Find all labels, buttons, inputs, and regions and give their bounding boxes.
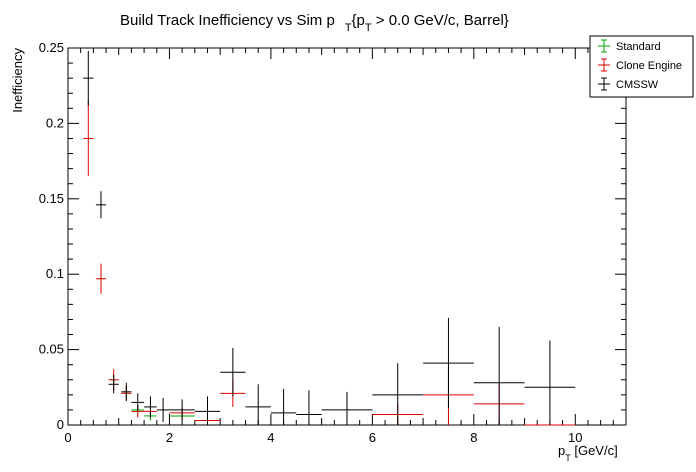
data-point <box>83 100 94 177</box>
x-tick-label: 8 <box>470 430 477 445</box>
chart-title-rest-open: {p <box>352 12 365 29</box>
data-point <box>372 363 424 425</box>
y-tick-label: 0.15 <box>39 191 64 206</box>
legend-entry: Clone Engine <box>598 58 682 72</box>
chart-title-rest-sub: T <box>365 22 372 34</box>
x-tick-label: 4 <box>267 430 274 445</box>
legend-label: CMSSW <box>616 79 659 91</box>
y-tick-label: 0.05 <box>39 342 64 357</box>
data-point <box>524 340 576 425</box>
y-tick-label: 0 <box>57 417 64 432</box>
data-point <box>95 263 107 294</box>
chart-title-main: Build Track Inefficiency vs Sim p <box>120 12 335 29</box>
data-point <box>95 191 107 219</box>
data-point <box>169 399 195 421</box>
legend-label: Standard <box>616 41 661 53</box>
data-point <box>245 384 271 425</box>
data-point <box>156 397 170 422</box>
legend-entry: CMSSW <box>598 77 659 91</box>
x-axis-label: pT [GeV/c] <box>558 443 618 463</box>
legend-entry: Standard <box>598 39 661 53</box>
x-axis-label-sub: T <box>565 453 571 463</box>
chart-title-sub: T <box>345 22 352 34</box>
legend-label: Clone Engine <box>616 60 682 72</box>
y-tick-label: 0.25 <box>39 40 64 55</box>
axis-ticks: 0 2 4 6 8 10 0 0.05 0.1 0.15 0.2 0.25 <box>39 40 627 445</box>
data-marks <box>83 51 576 426</box>
chart-title: Build Track Inefficiency vs Sim p T{pT > … <box>120 12 509 34</box>
series-standard <box>98 269 195 421</box>
data-point <box>473 326 525 425</box>
data-point <box>144 396 157 418</box>
data-point <box>83 51 94 106</box>
data-point <box>321 391 373 425</box>
data-point <box>296 390 322 425</box>
chart-title-rest-close: > 0.0 GeV/c, Barrel} <box>372 12 509 29</box>
data-point <box>121 382 132 401</box>
series-clone-engine <box>83 100 576 426</box>
x-tick-label: 6 <box>369 430 376 445</box>
legend-entries: Standard Clone Engine CMSSW <box>598 39 682 91</box>
data-point <box>270 388 297 425</box>
x-axis-label-main: p <box>558 443 565 458</box>
y-axis-label: Inefficiency <box>10 48 25 113</box>
x-tick-label: 10 <box>568 430 582 445</box>
data-point <box>131 393 145 412</box>
series-cmssw <box>83 51 576 425</box>
y-tick-label: 0.2 <box>46 115 64 130</box>
plot-frame <box>67 47 627 426</box>
x-tick-label: 2 <box>166 430 173 445</box>
legend: Standard Clone Engine CMSSW <box>589 35 694 98</box>
data-point <box>108 375 119 394</box>
data-point <box>220 348 246 397</box>
data-point <box>423 317 474 409</box>
y-tick-label: 0.1 <box>46 266 64 281</box>
x-axis-label-rest: [GeV/c] <box>571 443 618 458</box>
x-tick-label: 0 <box>64 430 71 445</box>
data-point <box>194 396 221 425</box>
